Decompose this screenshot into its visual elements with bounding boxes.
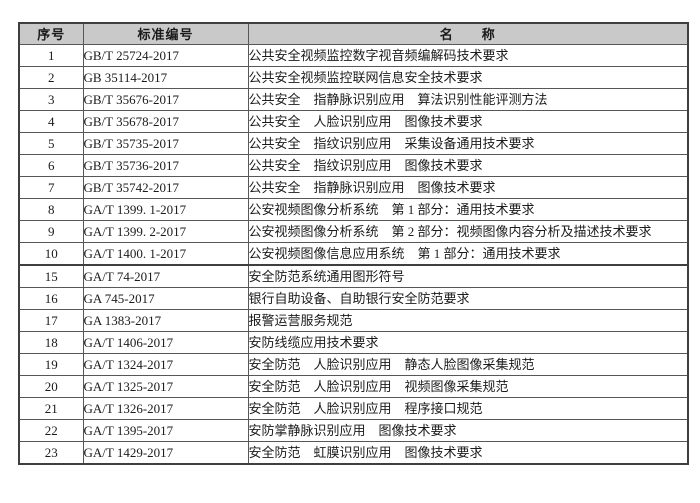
cell-sequence-number: 23 [18, 441, 84, 465]
cell-standard-name: 公共安全视频监控联网信息安全技术要求 [247, 66, 689, 89]
cell-standard-name: 公安视频图像信息应用系统 第 1 部分：通用技术要求 [247, 242, 689, 266]
table-row: 5 GB/T 35735-2017 公共安全 指纹识别应用 采集设备通用技术要求 [18, 132, 689, 155]
cell-sequence-number: 22 [18, 419, 84, 442]
cell-standard-code: GB/T 35742-2017 [82, 176, 249, 199]
cell-standard-code: GA/T 1399. 1-2017 [82, 198, 249, 221]
table-row: 17 GA 1383-2017 报警运营服务规范 [18, 309, 689, 332]
cell-standard-name: 安防线缆应用技术要求 [247, 331, 689, 354]
table-row: 4 GB/T 35678-2017 公共安全 人脸识别应用 图像技术要求 [18, 110, 689, 133]
cell-standard-name: 报警运营服务规范 [247, 309, 689, 332]
cell-standard-code: GB/T 35676-2017 [82, 88, 249, 111]
cell-standard-code: GA/T 1406-2017 [82, 331, 249, 354]
cell-standard-name: 安全防范 虹膜识别应用 图像技术要求 [247, 441, 689, 465]
cell-standard-name: 安全防范 人脸识别应用 视频图像采集规范 [247, 375, 689, 398]
table-row: 10 GA/T 1400. 1-2017 公安视频图像信息应用系统 第 1 部分… [18, 242, 689, 266]
cell-sequence-number: 21 [18, 397, 84, 420]
cell-sequence-number: 6 [18, 154, 84, 177]
table-row: 8 GA/T 1399. 1-2017 公安视频图像分析系统 第 1 部分：通用… [18, 198, 689, 221]
table-row: 16 GA 745-2017 银行自助设备、自助银行安全防范要求 [18, 287, 689, 310]
cell-standard-name: 公安视频图像分析系统 第 2 部分：视频图像内容分析及描述技术要求 [247, 220, 689, 243]
cell-standard-name: 安防掌静脉识别应用 图像技术要求 [247, 419, 689, 442]
cell-standard-code: GB/T 35735-2017 [82, 132, 249, 155]
cell-standard-code: GA 1383-2017 [82, 309, 249, 332]
table-row: 20 GA/T 1325-2017 安全防范 人脸识别应用 视频图像采集规范 [18, 375, 689, 398]
cell-sequence-number: 19 [18, 353, 84, 376]
cell-standard-name: 公安视频图像分析系统 第 1 部分：通用技术要求 [247, 198, 689, 221]
header-code: 标准编号 [82, 22, 249, 45]
standards-table: 序号 标准编号 名 称 1 GB/T 25724-2017 公共安全视频监控数字… [18, 22, 689, 465]
cell-standard-name: 银行自助设备、自助银行安全防范要求 [247, 287, 689, 310]
cell-standard-code: GB/T 35736-2017 [82, 154, 249, 177]
table-body: 1 GB/T 25724-2017 公共安全视频监控数字视音频编解码技术要求 2… [18, 44, 689, 465]
cell-standard-code: GA/T 1399. 2-2017 [82, 220, 249, 243]
cell-standard-code: GB/T 35678-2017 [82, 110, 249, 133]
table-row: 22 GA/T 1395-2017 安防掌静脉识别应用 图像技术要求 [18, 419, 689, 442]
cell-sequence-number: 5 [18, 132, 84, 155]
table-row: 2 GB 35114-2017 公共安全视频监控联网信息安全技术要求 [18, 66, 689, 89]
table-row: 19 GA/T 1324-2017 安全防范 人脸识别应用 静态人脸图像采集规范 [18, 353, 689, 376]
cell-standard-name: 公共安全 指静脉识别应用 图像技术要求 [247, 176, 689, 199]
cell-standard-name: 安全防范 人脸识别应用 程序接口规范 [247, 397, 689, 420]
cell-sequence-number: 2 [18, 66, 84, 89]
table-header: 序号 标准编号 名 称 [18, 22, 689, 45]
cell-sequence-number: 1 [18, 44, 84, 67]
cell-sequence-number: 8 [18, 198, 84, 221]
cell-sequence-number: 20 [18, 375, 84, 398]
table-row: 21 GA/T 1326-2017 安全防范 人脸识别应用 程序接口规范 [18, 397, 689, 420]
cell-standard-code: GA/T 1400. 1-2017 [82, 242, 249, 266]
table-row: 9 GA/T 1399. 2-2017 公安视频图像分析系统 第 2 部分：视频… [18, 220, 689, 243]
table-header-row: 序号 标准编号 名 称 [18, 22, 689, 45]
cell-standard-name: 安全防范系统通用图形符号 [247, 264, 689, 288]
cell-standard-code: GA/T 1324-2017 [82, 353, 249, 376]
table-row: 7 GB/T 35742-2017 公共安全 指静脉识别应用 图像技术要求 [18, 176, 689, 199]
cell-standard-name: 公共安全 指纹识别应用 采集设备通用技术要求 [247, 132, 689, 155]
table-row: 15 GA/T 74-2017 安全防范系统通用图形符号 [18, 264, 689, 288]
table-row: 6 GB/T 35736-2017 公共安全 指纹识别应用 图像技术要求 [18, 154, 689, 177]
cell-standard-code: GA/T 1395-2017 [82, 419, 249, 442]
cell-standard-code: GB 35114-2017 [82, 66, 249, 89]
table-row: 3 GB/T 35676-2017 公共安全 指静脉识别应用 算法识别性能评测方… [18, 88, 689, 111]
cell-standard-name: 公共安全视频监控数字视音频编解码技术要求 [247, 44, 689, 67]
cell-sequence-number: 7 [18, 176, 84, 199]
cell-standard-name: 安全防范 人脸识别应用 静态人脸图像采集规范 [247, 353, 689, 376]
cell-sequence-number: 15 [18, 264, 84, 288]
cell-standard-name: 公共安全 人脸识别应用 图像技术要求 [247, 110, 689, 133]
cell-sequence-number: 10 [18, 242, 84, 266]
cell-standard-code: GA 745-2017 [82, 287, 249, 310]
cell-sequence-number: 18 [18, 331, 84, 354]
table-row: 1 GB/T 25724-2017 公共安全视频监控数字视音频编解码技术要求 [18, 44, 689, 67]
cell-standard-code: GB/T 25724-2017 [82, 44, 249, 67]
cell-standard-name: 公共安全 指静脉识别应用 算法识别性能评测方法 [247, 88, 689, 111]
cell-standard-code: GA/T 1325-2017 [82, 375, 249, 398]
cell-sequence-number: 9 [18, 220, 84, 243]
table-row: 23 GA/T 1429-2017 安全防范 虹膜识别应用 图像技术要求 [18, 441, 689, 465]
cell-standard-code: GA/T 74-2017 [82, 264, 249, 288]
cell-sequence-number: 3 [18, 88, 84, 111]
cell-sequence-number: 17 [18, 309, 84, 332]
cell-sequence-number: 4 [18, 110, 84, 133]
header-seq: 序号 [18, 22, 84, 45]
table-row: 18 GA/T 1406-2017 安防线缆应用技术要求 [18, 331, 689, 354]
cell-sequence-number: 16 [18, 287, 84, 310]
header-name: 名 称 [247, 22, 689, 45]
cell-standard-code: GA/T 1429-2017 [82, 441, 249, 465]
cell-standard-code: GA/T 1326-2017 [82, 397, 249, 420]
cell-standard-name: 公共安全 指纹识别应用 图像技术要求 [247, 154, 689, 177]
